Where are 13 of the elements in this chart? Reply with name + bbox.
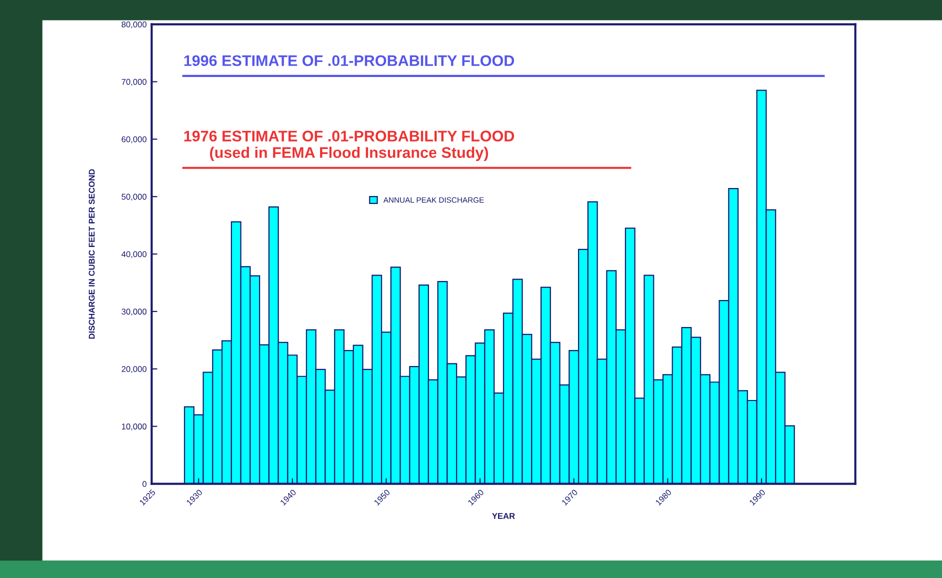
y-tick-label: 50,000 (122, 194, 146, 201)
y-tick-label: 70,000 (122, 78, 146, 86)
y-tick-label: 30,000 (122, 308, 146, 316)
y-tick-label: 10,000 (122, 424, 146, 430)
y-tick-label: 60,000 (122, 136, 146, 144)
y-tick-label: 20,000 (122, 366, 146, 373)
y-tick-label: 0 (142, 480, 146, 487)
y-axis-title: DISCHARGE IN CUBIC FEET PER SECOND (88, 169, 95, 339)
ref-line-label: 1996 ESTIMATE OF .01-PROBABILITY FLOOD (184, 55, 514, 66)
ref-line-label: 1976 ESTIMATE OF .01-PROBABILITY FLOOD (used in FEMA Flood Insurance Study) (184, 130, 514, 161)
x-axis-title: YEAR (492, 513, 515, 519)
y-tick-label: 80,000 (122, 21, 146, 28)
y-tick-label: 40,000 (122, 251, 146, 258)
